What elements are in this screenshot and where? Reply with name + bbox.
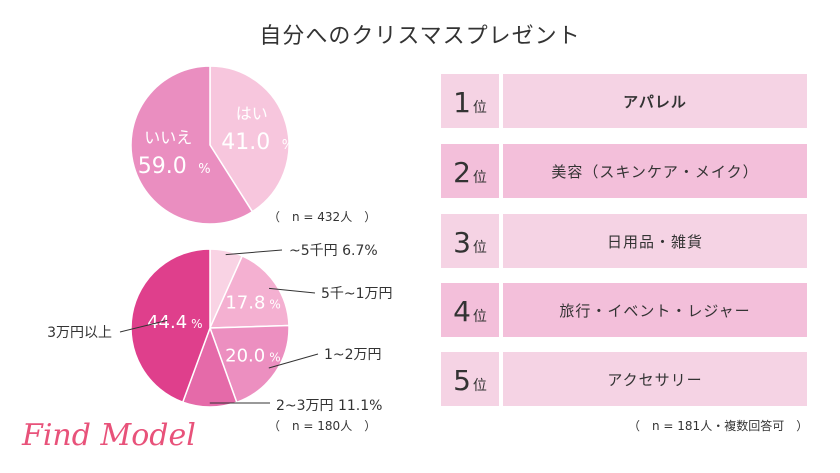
sample-size-note-1: （ n = 432人 ）: [268, 210, 377, 224]
find-model-logo: Find Model: [22, 418, 196, 453]
chart-title: 自分へのクリスマスプレゼント: [259, 24, 581, 49]
slice-category-label: はい: [236, 104, 268, 123]
rank-suffix: 位: [472, 100, 487, 116]
slice-percent-sign: %: [282, 138, 294, 153]
pie-slice: [208, 324, 290, 404]
slice-value-label: 59.0: [138, 154, 187, 179]
rank-number: 2: [453, 156, 471, 189]
rank-item-label: 旅行・イベント・レジャー: [503, 283, 807, 337]
rank-number: 5: [453, 364, 471, 397]
pie-chart-yes-no: はい 41.0 % いいえ 59.0%: [130, 65, 294, 225]
slice-value-label: 41.0: [221, 130, 270, 155]
callout-line: [225, 249, 283, 256]
callout-line: [119, 319, 168, 333]
rank-suffix: 位: [472, 170, 487, 186]
slice-value-label: 17.8: [225, 293, 265, 314]
callout-label: 1~2万円: [324, 347, 382, 363]
callout-label: 2~3万円 11.1%: [276, 398, 382, 414]
pie-chart-budget: 17.8 % 20.0 % 44.4%: [130, 248, 290, 408]
callout-line: [269, 287, 316, 294]
rank-number: 4: [453, 295, 471, 328]
pie-slice: [130, 65, 254, 225]
slice-category-label: いいえ: [144, 128, 192, 147]
callout-label: 3万円以上: [47, 325, 112, 341]
slice-value-label: 44.4: [147, 312, 187, 333]
callout-label: 5千~1万円: [321, 286, 393, 302]
callout-label: ~5千円 6.7%: [289, 243, 378, 259]
slice-percent-sign: %: [191, 317, 202, 331]
pie-slice: [130, 248, 211, 404]
sample-size-note-ranking: （ n = 181人・複数回答可 ）: [628, 419, 809, 433]
slice-percent-sign: %: [269, 298, 280, 312]
rank-number: 1: [453, 86, 471, 119]
slice-percent-sign: %: [269, 351, 280, 365]
rank-item-label: アパレル: [503, 74, 807, 128]
rank-item-label: 美容（スキンケア・メイク）: [503, 144, 807, 198]
rank-suffix: 位: [472, 378, 487, 394]
callout-line: [268, 353, 319, 369]
pie-slice: [208, 254, 290, 329]
rank-item-label: アクセサリー: [503, 352, 807, 406]
rank-item-label: 日用品・雑貨: [503, 214, 807, 268]
rank-suffix: 位: [472, 240, 487, 256]
rank-number: 3: [453, 226, 471, 259]
sample-size-note-2: （ n = 180人 ）: [268, 419, 377, 433]
pie-callouts: ~5千円 6.7% 5千~1万円 1~2万円 2~3万円 11.1% 3万円以上: [47, 243, 392, 414]
rank-suffix: 位: [472, 309, 487, 325]
slice-value-label: 20.0: [225, 346, 265, 367]
slice-percent-sign: %: [198, 162, 210, 177]
